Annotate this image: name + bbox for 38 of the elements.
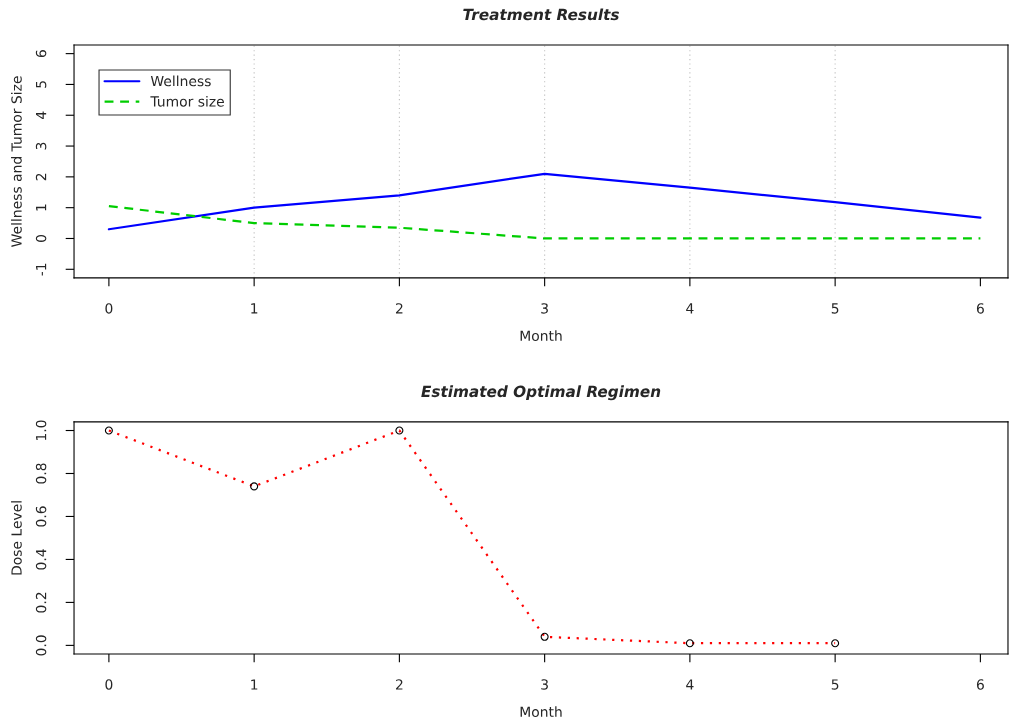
- x-tick-label: 4: [686, 303, 694, 314]
- y-tick-label: 6: [35, 50, 47, 58]
- y-tick-label: 0.4: [35, 549, 47, 570]
- x-tick-label: 3: [541, 303, 548, 314]
- y-tick-label: 0.8: [35, 463, 47, 484]
- y-tick-label: 0.0: [35, 635, 47, 656]
- x-tick-label: 1: [251, 679, 258, 690]
- x-tick-label: 5: [831, 303, 839, 314]
- y-tick-label: 2: [35, 173, 47, 181]
- x-tick-label: 5: [831, 679, 839, 690]
- line-series: [107, 205, 982, 240]
- chart-title: Estimated Optimal Regimen: [421, 385, 661, 401]
- y-axis-title: Wellness and Tumor Size: [11, 76, 22, 247]
- y-tick-label: 0: [35, 234, 47, 242]
- y-tick-label: 3: [35, 142, 47, 150]
- x-tick-label: 0: [105, 303, 113, 314]
- y-axis-title: Dose Level: [11, 501, 22, 575]
- y-tick-label: 5: [36, 81, 47, 88]
- y-tick-label: -1: [36, 263, 47, 276]
- x-tick-label: 1: [251, 303, 258, 314]
- x-tick-label: 2: [395, 303, 403, 314]
- chart-title: Treatment Results: [463, 8, 619, 21]
- x-tick-label: 3: [541, 679, 548, 690]
- x-tick-label: 6: [976, 679, 984, 690]
- x-tick-label: 6: [976, 303, 984, 314]
- x-tick-label: 2: [395, 679, 403, 690]
- x-tick-label: 4: [686, 679, 694, 690]
- x-tick-label: 0: [105, 679, 113, 690]
- legend-label: Tumor size: [150, 95, 224, 107]
- y-tick-label: 0.2: [35, 592, 47, 613]
- x-axis-title: Month: [520, 330, 562, 341]
- legend-label: Wellness: [150, 75, 211, 87]
- y-tick-label: 1: [36, 204, 47, 211]
- y-tick-label: 4: [36, 111, 47, 119]
- line-series: [107, 172, 982, 231]
- y-tick-label: 0.6: [35, 506, 47, 527]
- y-tick-label: 1.0: [35, 420, 47, 441]
- x-axis-title: Month: [520, 706, 562, 718]
